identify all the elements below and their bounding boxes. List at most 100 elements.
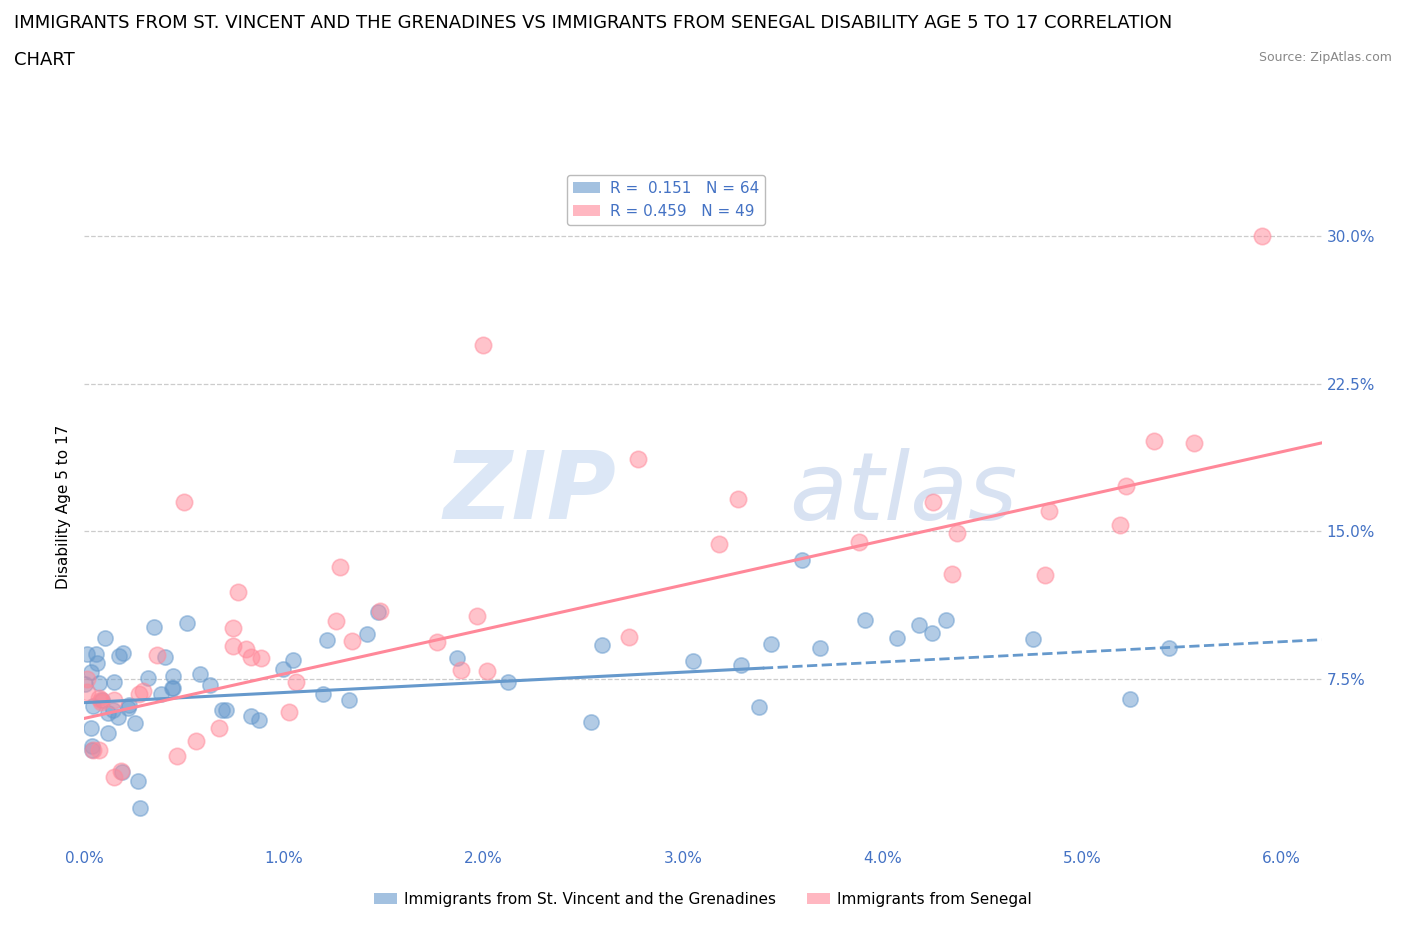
Point [946, 526, 969, 541]
Point [239, 709, 262, 724]
Point [446, 651, 468, 666]
Legend: R =  0.151   N = 64, R = 0.459   N = 49: R = 0.151 N = 64, R = 0.459 N = 49 [567, 175, 765, 225]
Point [97, 706, 120, 721]
Point [84, 647, 107, 662]
Point [108, 648, 131, 663]
Point [86, 655, 108, 670]
Point [112, 646, 135, 661]
Point [79, 664, 101, 679]
Text: Source: ZipAtlas.com: Source: ZipAtlas.com [1258, 51, 1392, 64]
Point [160, 681, 183, 696]
Point [1038, 503, 1060, 518]
Text: CHART: CHART [14, 51, 75, 69]
Point [1119, 692, 1142, 707]
Point [222, 620, 245, 635]
Point [316, 632, 339, 647]
Point [94, 631, 117, 645]
Point [367, 604, 389, 619]
Point [80, 742, 103, 757]
Point [173, 495, 195, 510]
Point [312, 686, 335, 701]
Point [117, 701, 139, 716]
Point [166, 749, 188, 764]
Point [730, 658, 752, 672]
Point [90, 693, 112, 708]
Point [110, 764, 132, 778]
Point [129, 801, 152, 816]
Point [329, 560, 352, 575]
Point [107, 710, 129, 724]
Point [127, 773, 149, 788]
Point [682, 654, 704, 669]
Text: ZIP: ZIP [443, 447, 616, 539]
Point [82, 742, 104, 757]
Point [908, 618, 931, 632]
Point [281, 653, 304, 668]
Point [340, 633, 363, 648]
Point [450, 663, 472, 678]
Y-axis label: Disability Age 5 to 17: Disability Age 5 to 17 [56, 425, 72, 589]
Point [808, 640, 831, 655]
Point [82, 698, 104, 713]
Point [627, 452, 650, 467]
Point [208, 721, 231, 736]
Point [90, 693, 112, 708]
Point [496, 675, 519, 690]
Legend: Immigrants from St. Vincent and the Grenadines, Immigrants from Senegal: Immigrants from St. Vincent and the Gren… [368, 886, 1038, 913]
Point [76, 672, 98, 687]
Point [1022, 631, 1045, 646]
Point [941, 566, 963, 581]
Point [162, 681, 184, 696]
Point [176, 616, 198, 631]
Point [146, 647, 169, 662]
Point [136, 671, 159, 685]
Point [221, 639, 243, 654]
Point [426, 634, 449, 649]
Point [325, 613, 347, 628]
Point [727, 491, 749, 506]
Point [935, 612, 957, 627]
Point [709, 537, 731, 551]
Point [848, 535, 870, 550]
Point [90, 695, 112, 710]
Point [581, 714, 603, 729]
Point [1033, 567, 1056, 582]
Point [759, 637, 782, 652]
Point [226, 584, 249, 599]
Point [1184, 436, 1206, 451]
Point [103, 693, 125, 708]
Point [250, 651, 273, 666]
Point [118, 698, 141, 712]
Point [239, 650, 262, 665]
Point [285, 675, 308, 690]
Point [472, 337, 495, 352]
Point [200, 677, 222, 692]
Point [247, 712, 270, 727]
Point [184, 734, 207, 749]
Point [591, 638, 613, 653]
Point [921, 626, 943, 641]
Point [124, 715, 146, 730]
Point [368, 604, 391, 618]
Point [277, 705, 299, 720]
Point [790, 553, 813, 568]
Point [128, 686, 150, 701]
Point [87, 743, 110, 758]
Point [1250, 229, 1272, 244]
Point [111, 764, 134, 779]
Point [76, 684, 98, 699]
Point [617, 630, 640, 644]
Text: atlas: atlas [790, 447, 1018, 538]
Point [1108, 518, 1130, 533]
Point [79, 720, 101, 735]
Point [132, 684, 155, 698]
Point [103, 769, 125, 784]
Point [886, 631, 908, 645]
Point [75, 677, 97, 692]
Point [211, 702, 233, 717]
Point [271, 661, 294, 676]
Point [89, 675, 111, 690]
Point [188, 667, 211, 682]
Point [97, 725, 120, 740]
Point [1115, 478, 1137, 493]
